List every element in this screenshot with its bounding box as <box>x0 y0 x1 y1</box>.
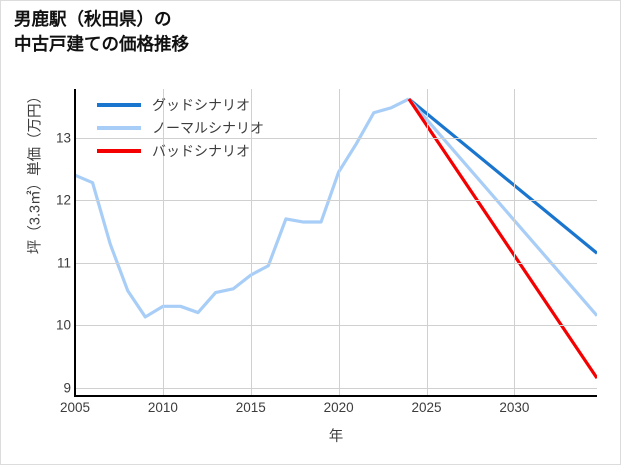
legend-item-label: バッドシナリオ <box>152 142 250 159</box>
gridline-x-2010 <box>163 89 164 395</box>
gridline-x-2030 <box>514 89 515 395</box>
x-tick-label: 2025 <box>411 400 442 415</box>
gridline-y-12 <box>75 200 597 201</box>
x-axis-title: 年 <box>328 429 344 445</box>
gridline-y-10 <box>75 325 597 326</box>
chart-legend: グッドシナリオ ノーマルシナリオ バッドシナリオ <box>97 93 297 162</box>
y-tick-label: 11 <box>56 255 71 271</box>
series-line <box>407 97 597 255</box>
chart-title-line2: 中古戸建ての価格推移 <box>14 34 189 54</box>
gridline-y-11 <box>75 263 597 264</box>
legend-item: ノーマルシナリオ <box>97 116 297 139</box>
y-axis-spine <box>74 89 76 396</box>
legend-color-swatch <box>97 125 141 130</box>
y-tick-label: 13 <box>55 130 71 146</box>
series-line <box>407 97 597 317</box>
legend-color-swatch <box>97 102 141 107</box>
gridline-x-2025 <box>427 89 428 395</box>
gridline-y-9 <box>75 388 597 389</box>
legend-item: バッドシナリオ <box>97 139 297 162</box>
gridline-x-2015 <box>251 89 252 395</box>
x-tick-label: 2020 <box>323 400 354 415</box>
legend-item: グッドシナリオ <box>97 93 297 116</box>
y-tick-label: 10 <box>55 317 71 333</box>
series-line <box>75 97 410 319</box>
gridline-x-2020 <box>339 89 340 395</box>
y-axis-title: 坪（3.3㎡）単価（万円） <box>27 88 44 255</box>
y-tick-label: 9 <box>63 380 71 395</box>
chart-title-line1: 男鹿駅（秋田県）の <box>14 9 172 29</box>
x-tick-label: 2010 <box>147 400 178 415</box>
gridline-y-13 <box>75 138 597 139</box>
x-tick-label: 2005 <box>59 400 91 415</box>
x-axis-tick-labels: 2005 2010 2015 2020 2025 2030 <box>60 400 597 420</box>
x-tick-label: 2030 <box>499 400 530 415</box>
y-axis-tick-labels: 9 10 11 12 13 <box>27 89 71 395</box>
legend-item-label: グッドシナリオ <box>152 96 250 113</box>
x-tick-label: 2015 <box>235 400 266 415</box>
chart-title: 男鹿駅（秋田県）の 中古戸建ての価格推移 <box>14 7 189 57</box>
legend-color-swatch <box>97 148 141 153</box>
series-line <box>407 98 597 380</box>
y-tick-label: 12 <box>55 192 71 208</box>
data-lines <box>75 97 597 380</box>
x-axis-spine <box>74 395 597 397</box>
legend-item-label: ノーマルシナリオ <box>152 119 264 136</box>
